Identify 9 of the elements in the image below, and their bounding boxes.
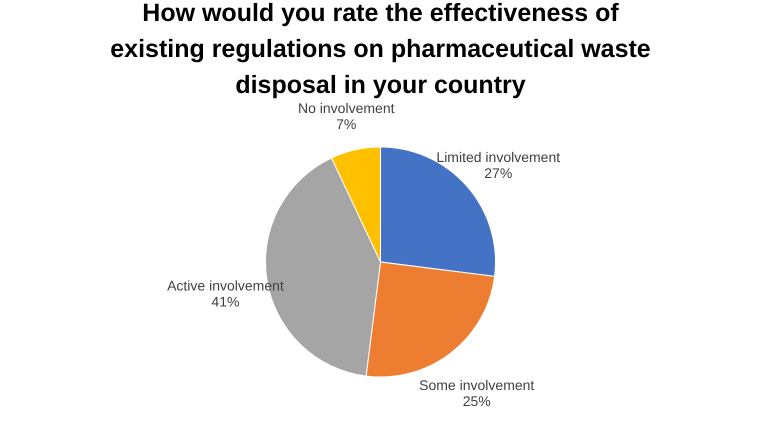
slice-label: Some involvement	[419, 377, 534, 394]
data-label: 25%	[462, 393, 491, 410]
slice-label: Limited involvement	[436, 149, 560, 166]
data-label: 7%	[336, 116, 356, 132]
chart-title: How would you rate the effectiveness of existing regulations on pharmaceutical waste disposal in your country	[110, 0, 651, 99]
data-label: 27%	[484, 165, 512, 182]
data-label: 41%	[211, 294, 240, 310]
slice-label: Active involvement	[167, 278, 284, 294]
slice-label: No involvement	[298, 100, 395, 116]
